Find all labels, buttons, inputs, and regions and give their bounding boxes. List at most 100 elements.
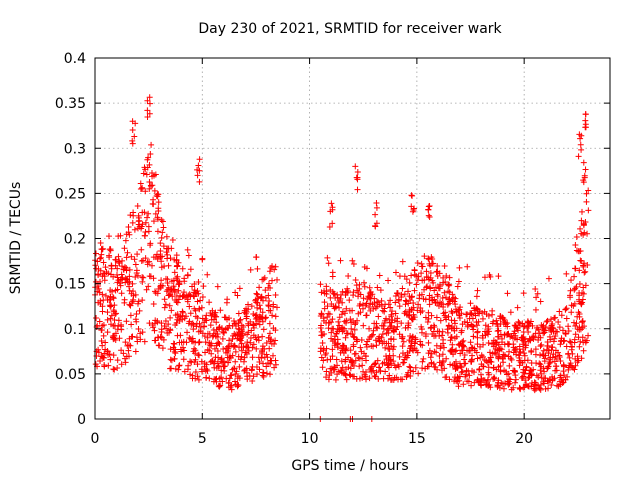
- data-point: [425, 206, 432, 213]
- data-point: [401, 273, 408, 280]
- data-point: [194, 361, 201, 368]
- data-point: [272, 327, 279, 334]
- data-point: [563, 305, 570, 312]
- data-point: [110, 333, 117, 340]
- data-point: [237, 316, 244, 323]
- data-point: [440, 344, 447, 351]
- data-point: [463, 311, 470, 318]
- data-point: [151, 337, 158, 344]
- data-point: [241, 309, 248, 316]
- data-point: [455, 383, 462, 390]
- data-point: [392, 299, 399, 306]
- data-point: [528, 347, 535, 354]
- data-point: [106, 297, 113, 304]
- data-point: [198, 304, 205, 311]
- data-point: [329, 353, 336, 360]
- data-point: [452, 301, 459, 308]
- data-point: [422, 314, 429, 321]
- data-point: [523, 363, 530, 370]
- data-point: [426, 347, 433, 354]
- data-point: [197, 297, 204, 304]
- data-point: [337, 257, 344, 264]
- data-point: [390, 343, 397, 350]
- data-point: [411, 267, 418, 274]
- data-point: [464, 319, 471, 326]
- data-point: [490, 374, 497, 381]
- data-point: [453, 347, 460, 354]
- data-point: [195, 278, 202, 285]
- data-point: [467, 300, 474, 307]
- data-point: [529, 322, 536, 329]
- data-point: [112, 287, 119, 294]
- data-point: [126, 266, 133, 273]
- data-point: [508, 333, 515, 340]
- data-point: [325, 310, 332, 317]
- data-point: [436, 353, 443, 360]
- data-point: [199, 368, 206, 375]
- data-point: [369, 301, 376, 308]
- data-point: [269, 263, 276, 270]
- data-point: [413, 272, 420, 279]
- data-point: [459, 368, 466, 375]
- data-point: [429, 297, 436, 304]
- data-point: [202, 339, 209, 346]
- data-point: [425, 339, 432, 346]
- data-point: [209, 333, 216, 340]
- data-point: [92, 250, 99, 257]
- data-point: [186, 303, 193, 310]
- data-point: [482, 328, 489, 335]
- data-point: [399, 359, 406, 366]
- data-point: [456, 312, 463, 319]
- data-point: [328, 329, 335, 336]
- data-point: [468, 344, 475, 351]
- data-point: [181, 368, 188, 375]
- data-point: [557, 358, 564, 365]
- data-point: [467, 310, 474, 317]
- data-point: [131, 226, 138, 233]
- data-point: [445, 296, 452, 303]
- data-point: [207, 322, 214, 329]
- data-point: [139, 297, 146, 304]
- data-point: [144, 214, 151, 221]
- data-point: [403, 373, 410, 380]
- data-point: [474, 306, 481, 313]
- data-point: [356, 363, 363, 370]
- data-point: [154, 216, 161, 223]
- data-point: [482, 322, 489, 329]
- data-point: [317, 281, 324, 288]
- data-point: [430, 328, 437, 335]
- data-point: [170, 346, 177, 353]
- x-tick-label: 0: [91, 431, 100, 447]
- data-point: [252, 334, 259, 341]
- data-point: [577, 257, 584, 264]
- data-point: [114, 265, 121, 272]
- data-point: [220, 345, 227, 352]
- data-point: [539, 351, 546, 358]
- data-point: [382, 301, 389, 308]
- data-point: [453, 362, 460, 369]
- data-point: [577, 326, 584, 333]
- data-point: [131, 256, 138, 263]
- data-point: [143, 171, 150, 178]
- data-point: [552, 367, 559, 374]
- data-point: [151, 327, 158, 334]
- data-point: [583, 190, 590, 197]
- data-point: [405, 300, 412, 307]
- data-point: [209, 357, 216, 364]
- data-point: [117, 232, 124, 239]
- data-point: [459, 339, 466, 346]
- data-point: [266, 330, 273, 337]
- data-point: [556, 324, 563, 331]
- data-point: [474, 334, 481, 341]
- data-point: [263, 363, 270, 370]
- data-point: [247, 339, 254, 346]
- data-point: [347, 316, 354, 323]
- data-point: [414, 349, 421, 356]
- data-point: [412, 334, 419, 341]
- data-point: [537, 381, 544, 388]
- data-point: [157, 240, 164, 247]
- data-point: [440, 336, 447, 343]
- data-point: [167, 255, 174, 262]
- data-point: [270, 352, 277, 359]
- data-point: [460, 337, 467, 344]
